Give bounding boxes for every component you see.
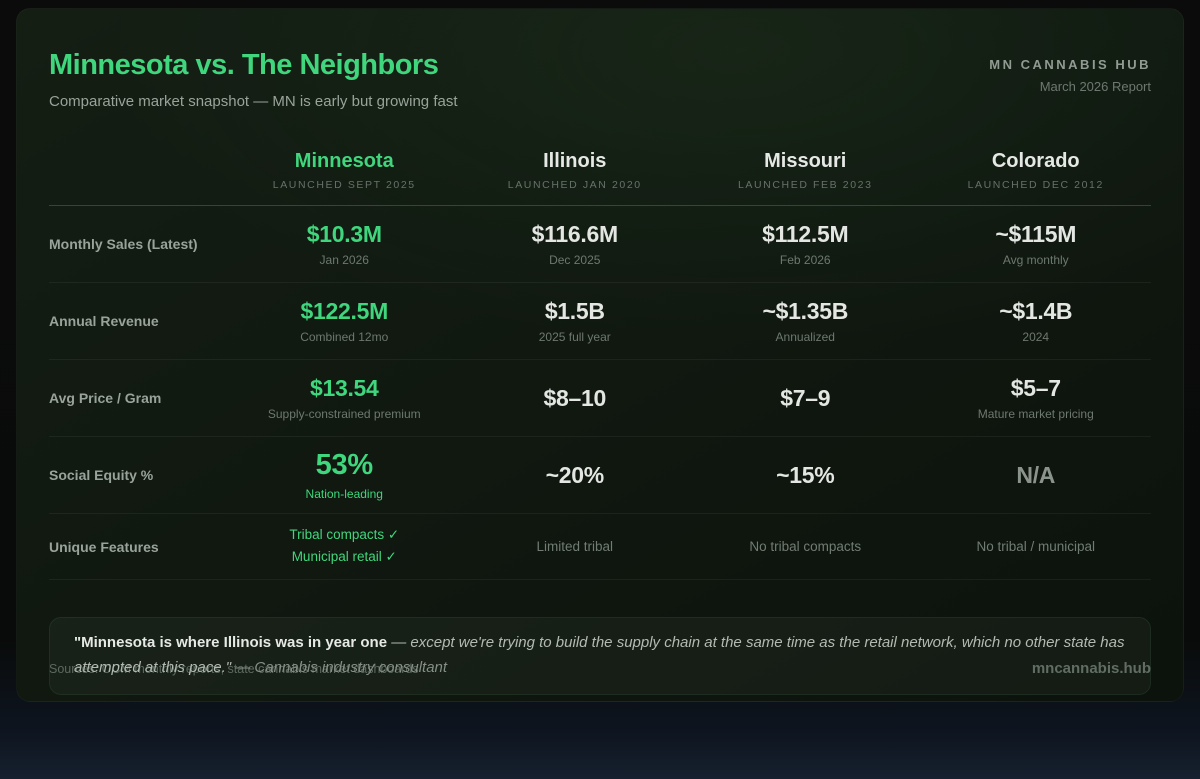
cell-feature-line: Municipal retail ✓	[291, 549, 397, 564]
cell-value: ~$115M	[995, 221, 1077, 247]
table-cell: $13.54 Supply-constrained premium	[229, 375, 460, 421]
row-label: Unique Features	[49, 538, 159, 555]
header-right: MN CANNABIS HUB March 2026 Report	[989, 49, 1151, 94]
cell-value: $8–10	[543, 384, 607, 411]
table-cell: ~$1.4B 2024	[921, 298, 1152, 344]
table-row-annual-revenue: Annual Revenue $122.5M Combined 12mo $1.…	[49, 283, 1151, 360]
table-cell: ~$1.35B Annualized	[690, 298, 921, 344]
cell-sublabel: 2025 full year	[538, 330, 611, 344]
table-header-row: Minnesota LAUNCHED SEPT 2025 Illinois LA…	[49, 150, 1151, 206]
footer: Sources: OCM monthly reports, state cann…	[49, 660, 1151, 677]
cell-value: ~$1.35B	[762, 298, 849, 324]
cell-feature-line: Tribal compacts ✓	[289, 527, 400, 543]
cell-value: ~15%	[776, 461, 835, 488]
table-cell: N/A	[921, 462, 1152, 489]
cell-sublabel: Annualized	[775, 330, 835, 344]
state-name: Minnesota	[294, 150, 394, 172]
state-name: Missouri	[764, 150, 847, 172]
cell-sublabel: Supply-constrained premium	[267, 407, 421, 421]
table-cell: 53% Nation-leading	[229, 449, 460, 501]
quote-attribution: — Cannabis industry consultant	[231, 659, 448, 676]
brand-name: MN CANNABIS HUB	[989, 57, 1151, 72]
report-card: Minnesota vs. The Neighbors Comparative …	[16, 8, 1184, 702]
column-header-illinois: Illinois LAUNCHED JAN 2020	[460, 150, 691, 191]
cell-value: $10.3M	[306, 221, 382, 247]
launch-date: LAUNCHED FEB 2023	[737, 179, 873, 191]
table-cell: ~$115M Avg monthly	[921, 221, 1152, 267]
quote-text: "Minnesota is where Illinois was in year…	[74, 631, 1126, 681]
column-header-missouri: Missouri LAUNCHED FEB 2023	[690, 150, 921, 191]
table-cell: $116.6M Dec 2025	[460, 221, 691, 267]
table-row-social-equity: Social Equity % 53% Nation-leading ~20% …	[49, 437, 1151, 514]
table-cell: $122.5M Combined 12mo	[229, 298, 460, 344]
cell-value: $112.5M	[762, 221, 849, 247]
column-header-colorado: Colorado LAUNCHED DEC 2012	[921, 150, 1152, 191]
table-row-unique-features: Unique Features Tribal compacts ✓ Munici…	[49, 514, 1151, 580]
quote-box: "Minnesota is where Illinois was in year…	[49, 617, 1151, 695]
cell-value: ~$1.4B	[999, 298, 1073, 324]
cell-sublabel: 2024	[1022, 330, 1050, 344]
table-cell: $112.5M Feb 2026	[690, 221, 921, 267]
sources-text: Sources: OCM monthly reports, state cann…	[49, 662, 419, 676]
table-cell: $1.5B 2025 full year	[460, 298, 691, 344]
quote-lead: "Minnesota is where Illinois was in year…	[74, 634, 388, 652]
launch-date: LAUNCHED SEPT 2025	[272, 179, 416, 191]
row-label: Monthly Sales (Latest)	[49, 236, 198, 252]
state-name: Colorado	[991, 150, 1080, 172]
cell-value: No tribal compacts	[749, 539, 862, 554]
comparison-table: Minnesota LAUNCHED SEPT 2025 Illinois LA…	[49, 150, 1151, 580]
cell-value: N/A	[1016, 461, 1056, 488]
launch-date: LAUNCHED DEC 2012	[967, 179, 1104, 191]
cell-value: $7–9	[780, 384, 831, 411]
report-date: March 2026 Report	[1039, 79, 1151, 94]
page-subtitle: Comparative market snapshot — MN is earl…	[49, 93, 458, 110]
cell-sublabel: Mature market pricing	[977, 407, 1094, 421]
header: Minnesota vs. The Neighbors Comparative …	[17, 9, 1183, 110]
cell-value: $13.54	[309, 375, 379, 401]
cell-sublabel: Jan 2026	[319, 253, 369, 267]
launch-date: LAUNCHED JAN 2020	[507, 179, 642, 191]
table-cell: ~15%	[690, 462, 921, 489]
cell-value: $122.5M	[300, 298, 389, 324]
table-cell: No tribal compacts	[690, 539, 921, 554]
cell-value: ~20%	[545, 461, 605, 488]
page-title: Minnesota vs. The Neighbors	[49, 49, 439, 81]
cell-sublabel: Combined 12mo	[300, 330, 389, 344]
table-cell: Limited tribal	[460, 539, 691, 554]
header-left: Minnesota vs. The Neighbors Comparative …	[49, 49, 458, 110]
table-row-monthly-sales: Monthly Sales (Latest) $10.3M Jan 2026 $…	[49, 206, 1151, 283]
table-cell: Tribal compacts ✓ Municipal retail ✓	[229, 525, 460, 568]
table-cell: No tribal / municipal	[921, 539, 1152, 554]
cell-sublabel: Nation-leading	[305, 487, 383, 501]
cell-value: $5–7	[1010, 375, 1061, 401]
cell-value: Limited tribal	[536, 539, 614, 554]
quote-body: — except we're trying to build the suppl…	[74, 634, 1125, 676]
cell-value: No tribal / municipal	[976, 539, 1096, 554]
site-watermark: mncannabis.hub	[1031, 660, 1151, 677]
table-cell: $5–7 Mature market pricing	[921, 375, 1152, 421]
row-label: Avg Price / Gram	[49, 390, 162, 406]
row-label: Annual Revenue	[49, 313, 159, 329]
column-header-minnesota: Minnesota LAUNCHED SEPT 2025	[229, 150, 460, 191]
row-label: Social Equity %	[49, 467, 154, 483]
cell-sublabel: Dec 2025	[549, 253, 601, 267]
table-cell: $10.3M Jan 2026	[229, 221, 460, 267]
table-cell: ~20%	[460, 462, 691, 489]
state-name: Illinois	[543, 150, 607, 172]
cell-value: $1.5B	[544, 298, 605, 324]
cell-value: $116.6M	[531, 221, 618, 247]
cell-value: 53%	[315, 449, 373, 481]
cell-sublabel: Feb 2026	[779, 253, 831, 267]
table-cell: $7–9	[690, 385, 921, 412]
table-cell: $8–10	[460, 385, 691, 412]
table-row-avg-price: Avg Price / Gram $13.54 Supply-constrain…	[49, 360, 1151, 437]
cell-sublabel: Avg monthly	[1002, 253, 1069, 267]
